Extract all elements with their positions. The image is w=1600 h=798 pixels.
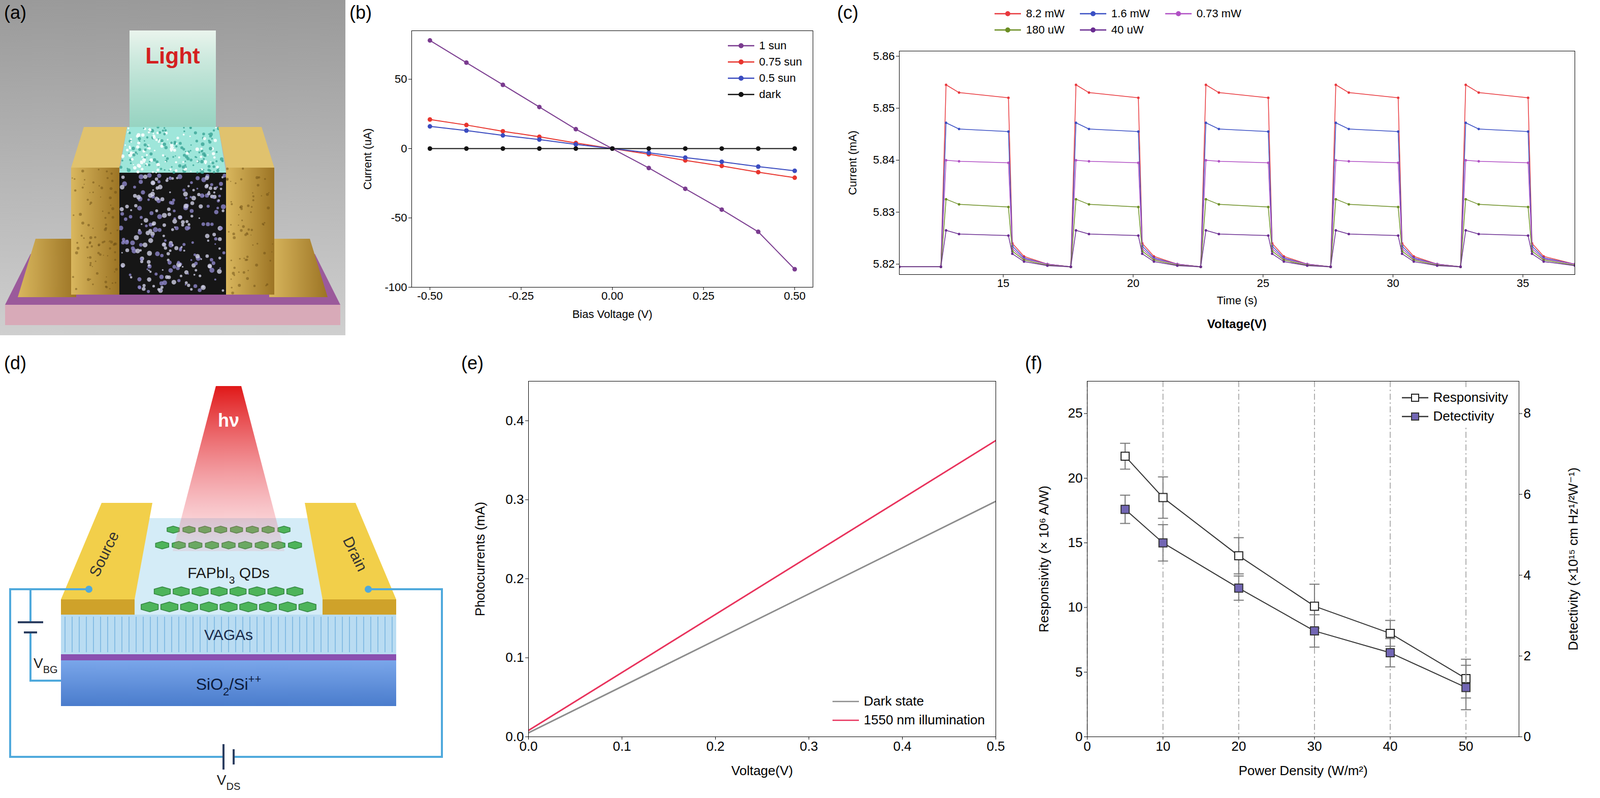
svg-text:15: 15 <box>997 276 1010 290</box>
html-text:(a): (a) <box>4 2 27 23</box>
svg-text:0.2: 0.2 <box>505 570 524 587</box>
svg-text:0: 0 <box>1083 738 1091 754</box>
svg-text:FAPbI3 QDs: FAPbI3 QDs <box>187 564 270 586</box>
svg-text:30: 30 <box>1386 276 1399 290</box>
svg-text:VDS: VDS <box>216 772 241 792</box>
html-text:0.73 mW: 0.73 mW <box>1196 7 1242 20</box>
html-text:(f): (f) <box>1025 352 1043 374</box>
svg-text:5: 5 <box>1075 664 1083 680</box>
svg-text:0.0: 0.0 <box>505 728 524 745</box>
html-text:0.75 sun: 0.75 sun <box>759 55 803 69</box>
html-text:(d): (d) <box>4 352 27 374</box>
svg-text:hν: hν <box>217 409 240 431</box>
html-text:dark: dark <box>759 87 781 101</box>
svg-text:0.4: 0.4 <box>892 738 912 754</box>
svg-text:Light: Light <box>145 43 201 69</box>
html-text:0.5 sun: 0.5 sun <box>759 71 796 85</box>
svg-text:20: 20 <box>1127 276 1140 290</box>
svg-text:0.3: 0.3 <box>505 491 524 507</box>
svg-text:Power Density (W/m²): Power Density (W/m²) <box>1238 762 1368 779</box>
svg-text:-0.50: -0.50 <box>417 289 443 303</box>
svg-text:20: 20 <box>1231 738 1246 754</box>
html-text:(c): (c) <box>837 2 859 23</box>
svg-text:0: 0 <box>1523 728 1531 745</box>
svg-text:VAGAs: VAGAs <box>204 626 253 644</box>
svg-text:0: 0 <box>1075 728 1083 745</box>
svg-text:0.3: 0.3 <box>799 738 818 754</box>
svg-text:4: 4 <box>1523 567 1531 583</box>
svg-text:Responsivity (× 10⁶ A/W): Responsivity (× 10⁶ A/W) <box>1036 485 1052 633</box>
svg-text:Source: Source <box>85 528 122 580</box>
svg-text:0.4: 0.4 <box>505 412 524 429</box>
svg-text:Detectivity (×10¹⁵ cm Hz¹/²W⁻¹: Detectivity (×10¹⁵ cm Hz¹/²W⁻¹) <box>1565 467 1581 651</box>
svg-text:25: 25 <box>1256 276 1269 290</box>
svg-text:Time (s): Time (s) <box>1217 294 1258 307</box>
svg-text:5.83: 5.83 <box>873 205 895 219</box>
svg-text:5.84: 5.84 <box>873 153 895 167</box>
svg-text:40: 40 <box>1383 738 1398 754</box>
html-text:180 uW: 180 uW <box>1026 23 1065 37</box>
html-text:(e): (e) <box>461 352 484 374</box>
svg-text:15: 15 <box>1068 534 1083 551</box>
html-text:(b): (b) <box>349 2 372 23</box>
html-text:1 sun: 1 sun <box>759 39 787 52</box>
svg-text:0.1: 0.1 <box>505 649 524 665</box>
svg-text:0.0: 0.0 <box>519 738 538 754</box>
html-text:Responsivity: Responsivity <box>1433 389 1509 405</box>
svg-text:50: 50 <box>1458 738 1474 754</box>
svg-text:20: 20 <box>1068 470 1083 486</box>
html-text:8.2 mW: 8.2 mW <box>1026 7 1065 20</box>
html-text:1550 nm illumination: 1550 nm illumination <box>863 712 985 728</box>
svg-text:0.2: 0.2 <box>706 738 725 754</box>
svg-text:Photocurrents (mA): Photocurrents (mA) <box>472 501 488 617</box>
html-text:Detectivity: Detectivity <box>1433 408 1495 424</box>
svg-text:0.25: 0.25 <box>692 289 715 303</box>
svg-text:50: 50 <box>394 72 407 86</box>
svg-text:10: 10 <box>1155 738 1171 754</box>
svg-text:0.00: 0.00 <box>601 289 624 303</box>
html-text:Dark state: Dark state <box>863 693 924 709</box>
svg-text:25: 25 <box>1068 405 1083 421</box>
svg-text:30: 30 <box>1306 738 1322 754</box>
html-text:1.6 mW: 1.6 mW <box>1111 7 1150 20</box>
svg-text:0.5: 0.5 <box>986 738 1005 754</box>
html-text:40 uW: 40 uW <box>1111 23 1144 37</box>
svg-text:2: 2 <box>1523 648 1531 664</box>
svg-text:-0.25: -0.25 <box>508 289 534 303</box>
svg-text:0.1: 0.1 <box>612 738 631 754</box>
svg-text:5.86: 5.86 <box>873 49 895 63</box>
svg-text:0: 0 <box>400 142 407 155</box>
svg-text:Voltage(V): Voltage(V) <box>731 762 793 779</box>
svg-text:Bias Voltage (V): Bias Voltage (V) <box>572 307 653 321</box>
svg-text:-50: -50 <box>391 211 408 224</box>
html-text:Voltage(V): Voltage(V) <box>1207 316 1267 331</box>
svg-text:-100: -100 <box>384 280 407 294</box>
svg-text:8: 8 <box>1523 405 1531 421</box>
svg-text:6: 6 <box>1523 486 1531 502</box>
svg-text:5.82: 5.82 <box>873 257 895 271</box>
svg-text:VBG: VBG <box>33 655 58 676</box>
svg-text:Current (uA): Current (uA) <box>361 128 374 190</box>
svg-text:35: 35 <box>1516 276 1529 290</box>
svg-text:Drain: Drain <box>339 533 371 574</box>
svg-text:0.50: 0.50 <box>783 289 806 303</box>
svg-text:5.85: 5.85 <box>873 101 895 115</box>
svg-text:Current (mA): Current (mA) <box>846 130 859 196</box>
svg-text:SiO2/Si++: SiO2/Si++ <box>196 672 262 699</box>
svg-text:10: 10 <box>1068 599 1083 615</box>
